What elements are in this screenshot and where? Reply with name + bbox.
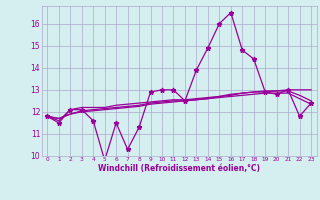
- X-axis label: Windchill (Refroidissement éolien,°C): Windchill (Refroidissement éolien,°C): [98, 164, 260, 173]
